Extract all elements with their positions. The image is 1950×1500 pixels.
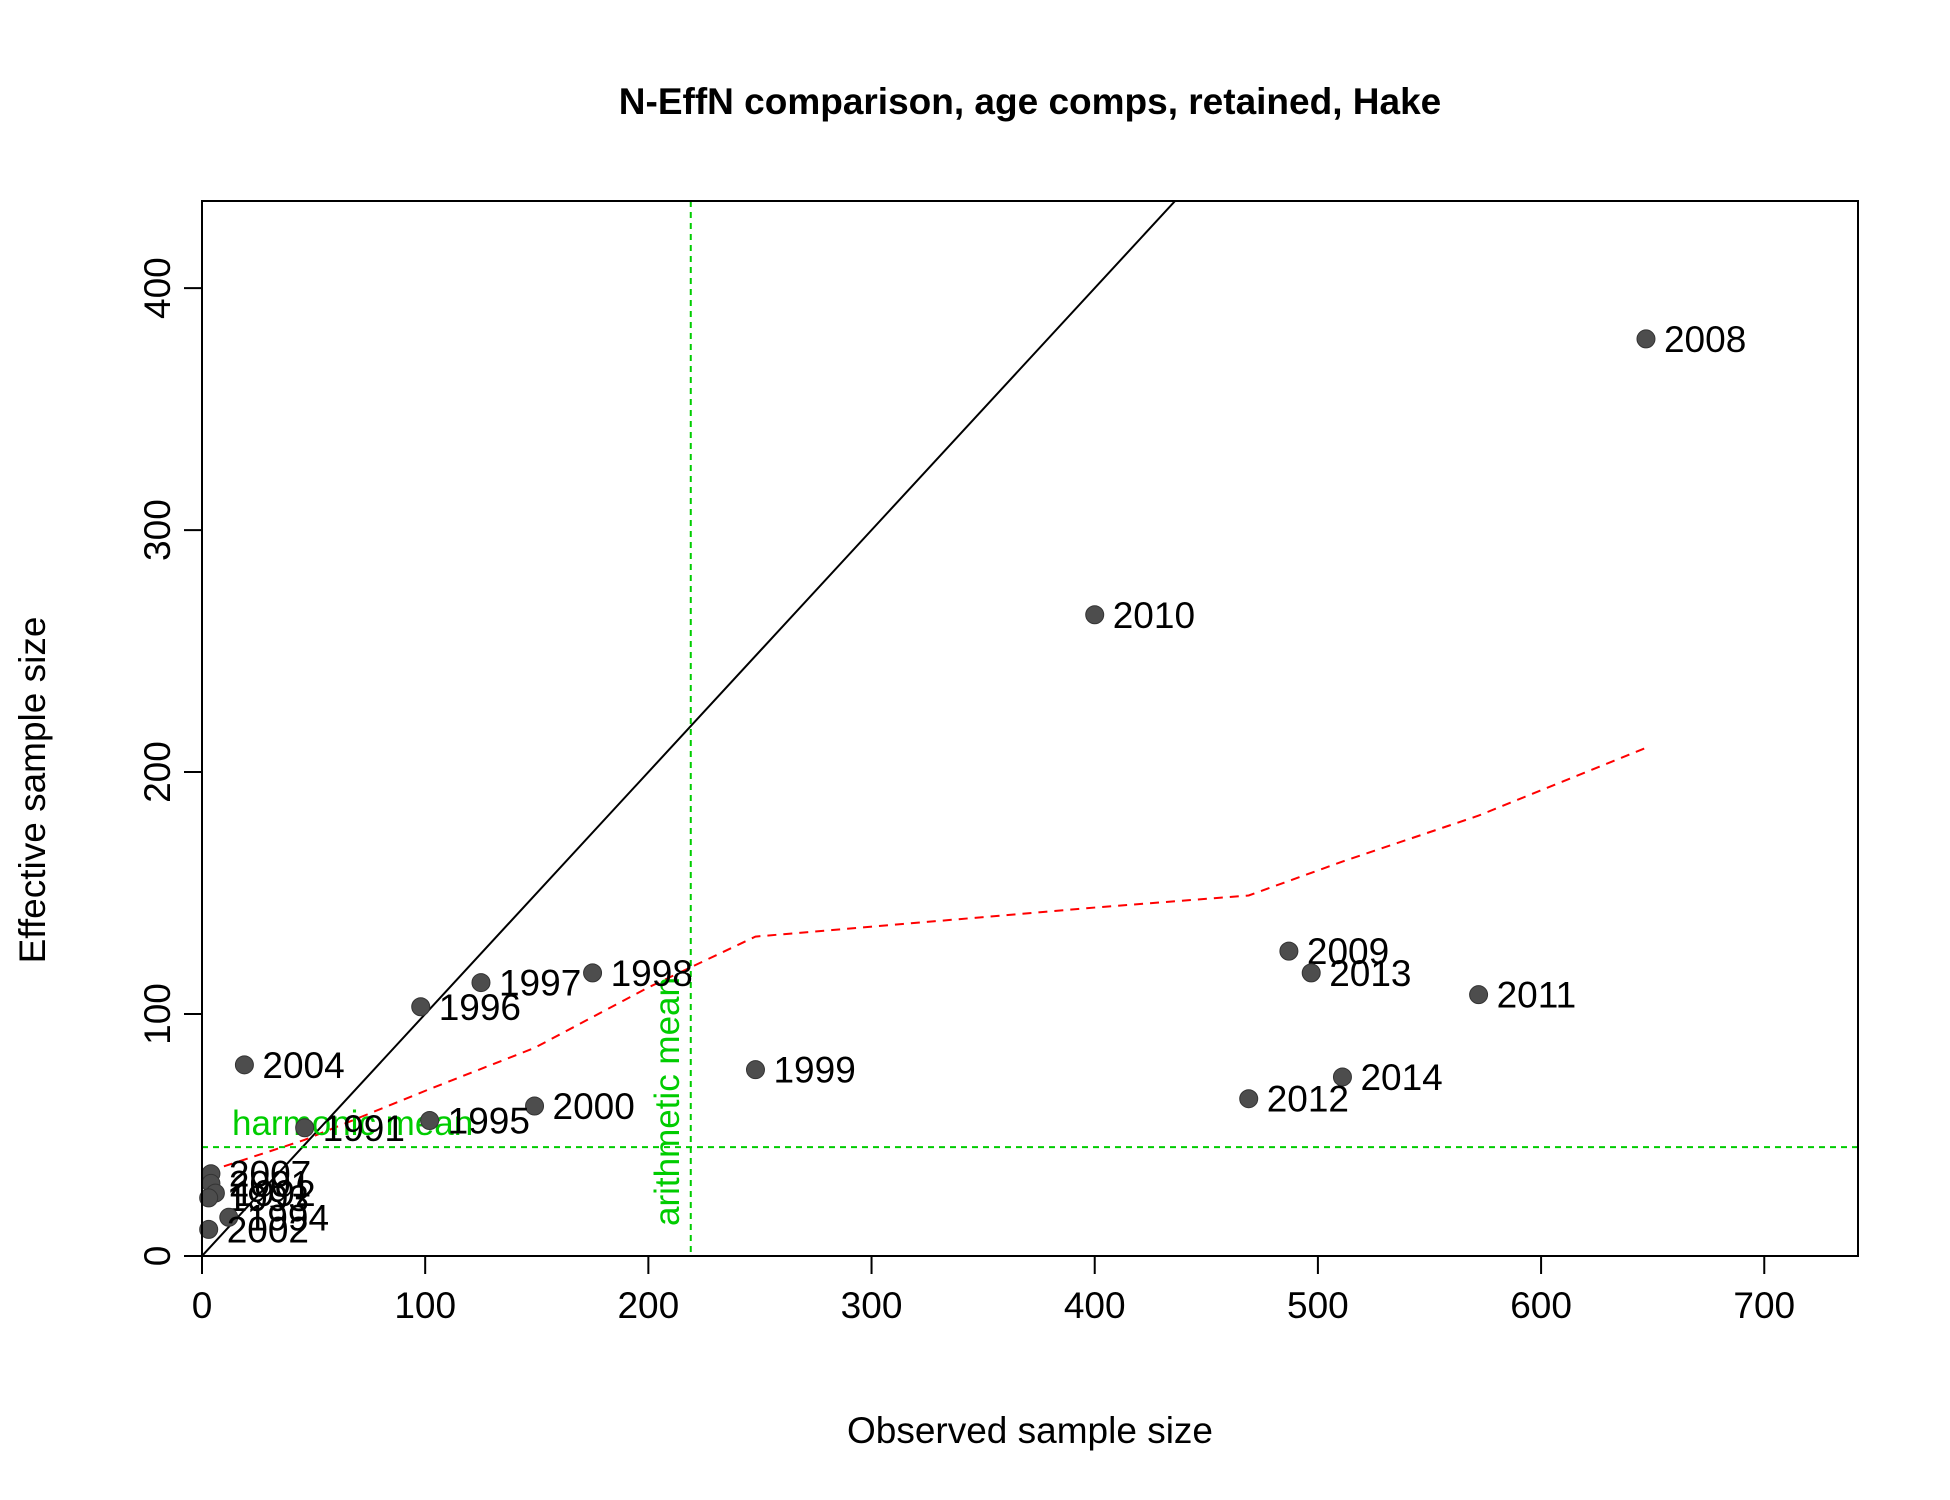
- data-point: [1085, 605, 1105, 625]
- point-label: 2008: [1664, 319, 1746, 360]
- data-point: [199, 1219, 219, 1239]
- point-label: 1991: [323, 1108, 405, 1149]
- data-point: [1469, 985, 1489, 1005]
- chart-title: N-EffN comparison, age comps, retained, …: [619, 81, 1441, 122]
- axes: 0 100 200 300 400 500 600 700 0 100 200 300 400: [137, 257, 1795, 1326]
- x-axis-label: Observed sample size: [847, 1410, 1213, 1451]
- point-label: 2011: [1497, 975, 1577, 1016]
- point-label: 1998: [611, 953, 693, 994]
- point-label: 1996: [439, 987, 521, 1028]
- y-tick-label: 0: [137, 1246, 178, 1267]
- x-tick-label: 700: [1733, 1285, 1795, 1326]
- data-point: [471, 973, 491, 993]
- point-label: 1997: [499, 963, 581, 1004]
- data-point: [1239, 1089, 1259, 1109]
- x-tick-label: 200: [617, 1285, 679, 1326]
- x-tick-label: 500: [1287, 1285, 1349, 1326]
- arithmetic-mean-label: arithmetic mean: [648, 977, 687, 1226]
- point-label: 1999: [773, 1050, 855, 1091]
- x-tick-label: 400: [1064, 1285, 1126, 1326]
- point-label: 2009: [1307, 931, 1389, 972]
- data-point: [745, 1060, 765, 1080]
- x-tick-label: 100: [394, 1285, 456, 1326]
- data-point: [219, 1207, 239, 1227]
- data-point: [1279, 941, 1299, 961]
- data-point: [420, 1110, 440, 1130]
- point-label: 1995: [448, 1100, 530, 1141]
- x-tick-label: 300: [841, 1285, 903, 1326]
- point-label: 2012: [1267, 1079, 1349, 1120]
- point-label: 1993: [227, 1178, 309, 1219]
- point-label: 2002: [227, 1209, 309, 1250]
- point-label: 2007: [229, 1154, 311, 1195]
- data-point: [1301, 963, 1321, 983]
- data-point: [1636, 329, 1656, 349]
- data-point: [525, 1096, 545, 1116]
- point-label: 1992: [233, 1173, 315, 1214]
- data-point: [295, 1118, 315, 1138]
- smoother-line: [208, 746, 1647, 1173]
- point-label: 2000: [553, 1086, 635, 1127]
- y-tick-label: 300: [137, 499, 178, 561]
- point-label: 2013: [1329, 953, 1411, 994]
- point-label: 2010: [1113, 595, 1195, 636]
- data-point: [583, 963, 603, 983]
- data-point: [234, 1055, 254, 1075]
- point-label: 2014: [1360, 1057, 1442, 1098]
- x-tick-label: 0: [192, 1285, 213, 1326]
- point-label: 1994: [247, 1197, 329, 1238]
- y-axis-label: Effective sample size: [12, 617, 53, 964]
- x-tick-label: 600: [1510, 1285, 1572, 1326]
- data-point: [411, 997, 431, 1017]
- data-point: [1332, 1067, 1352, 1087]
- y-tick-label: 400: [137, 257, 178, 319]
- point-label: 2001: [229, 1163, 311, 1204]
- y-tick-label: 100: [137, 983, 178, 1045]
- y-tick-label: 200: [137, 741, 178, 803]
- point-label: 2004: [262, 1045, 344, 1086]
- data-point: [199, 1188, 219, 1208]
- plot-frame: [201, 200, 1859, 1257]
- identity-line: [202, 201, 1176, 1256]
